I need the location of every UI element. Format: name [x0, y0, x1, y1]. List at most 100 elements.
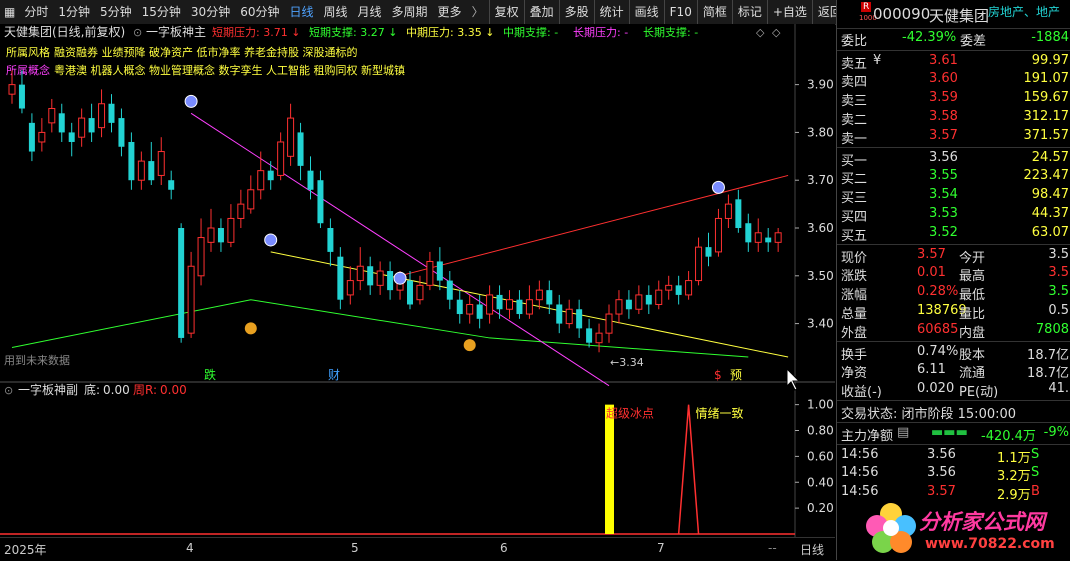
candle-body[interactable]	[516, 299, 523, 315]
tool-button[interactable]: +自选	[766, 0, 812, 24]
candle-body[interactable]	[356, 265, 364, 282]
candle-body[interactable]	[525, 299, 533, 315]
indicator-toggle-icon[interactable]: ⊙	[4, 384, 13, 397]
candle-body[interactable]	[187, 265, 195, 334]
candle-body[interactable]	[535, 289, 543, 301]
candle-body[interactable]	[456, 299, 463, 315]
candle-body[interactable]	[735, 199, 742, 229]
chart-area[interactable]: 3.90 3.80 3.70 3.60 3.50 3.40 天健集团(日线,前复权) ⊙ 一字板…	[0, 24, 835, 537]
period-tab[interactable]: 1分钟	[58, 5, 90, 19]
candle-body[interactable]	[307, 170, 314, 190]
candle-body[interactable]	[724, 203, 732, 219]
candle-body[interactable]	[78, 117, 86, 138]
candle-body[interactable]	[466, 303, 474, 315]
candle-body[interactable]	[227, 217, 235, 243]
candle-body[interactable]	[178, 228, 185, 338]
candle-body[interactable]	[685, 280, 693, 296]
candle-body[interactable]	[695, 246, 703, 282]
period-tab[interactable]: 60分钟	[240, 5, 280, 19]
candle-body[interactable]	[546, 290, 553, 305]
candle-body[interactable]	[257, 170, 265, 191]
candle-body[interactable]	[267, 170, 274, 181]
period-tab[interactable]: 月线	[357, 5, 382, 19]
more-arrow-icon[interactable]: 〉	[471, 5, 484, 19]
candle-body[interactable]	[486, 294, 494, 315]
candle-body[interactable]	[297, 132, 304, 166]
candle-body[interactable]	[247, 189, 255, 210]
candle-body[interactable]	[58, 113, 65, 133]
tool-button[interactable]: 返回	[811, 0, 847, 24]
candle-body[interactable]	[436, 261, 443, 281]
candle-body[interactable]	[137, 160, 145, 181]
diamond-icon[interactable]: ◇	[772, 26, 781, 39]
candle-body[interactable]	[28, 122, 35, 152]
tool-button[interactable]: 简框	[696, 0, 732, 24]
tool-button[interactable]: 复权	[488, 0, 524, 24]
candle-body[interactable]	[765, 237, 772, 243]
candle-body[interactable]	[586, 328, 593, 343]
candle-body[interactable]	[376, 270, 384, 286]
candle-body[interactable]	[665, 284, 673, 291]
candle-body[interactable]	[605, 313, 613, 334]
period-tab[interactable]: 15分钟	[141, 5, 181, 19]
candle-body[interactable]	[367, 266, 374, 286]
candle-body[interactable]	[108, 103, 115, 123]
tool-button[interactable]: 统计	[593, 0, 629, 24]
candle-body[interactable]	[48, 108, 56, 124]
candle-body[interactable]	[645, 294, 652, 305]
candle-body[interactable]	[774, 232, 782, 243]
candle-body[interactable]	[576, 309, 583, 329]
period-tab[interactable]: 30分钟	[190, 5, 231, 19]
minus-minus-icon[interactable]: --	[768, 541, 777, 555]
diamond-icon[interactable]: ◇	[756, 26, 765, 39]
candle-body[interactable]	[476, 304, 483, 319]
candle-body[interactable]	[416, 284, 424, 301]
candle-body[interactable]	[197, 237, 205, 277]
candle-body[interactable]	[327, 228, 334, 252]
candle-body[interactable]	[705, 247, 712, 257]
candle-body[interactable]	[168, 180, 175, 190]
candle-body[interactable]	[118, 118, 125, 147]
candle-body[interactable]	[407, 280, 413, 305]
candle-body[interactable]	[337, 256, 344, 300]
candle-body[interactable]	[565, 308, 573, 325]
tool-button[interactable]: 叠加	[523, 0, 559, 24]
period-tab[interactable]: 周线	[323, 5, 348, 19]
candle-body[interactable]	[655, 289, 663, 305]
tool-button[interactable]: F10	[663, 0, 697, 24]
tool-button[interactable]: 标记	[731, 0, 767, 24]
candle-body[interactable]	[88, 118, 95, 133]
candle-body[interactable]	[217, 228, 224, 243]
candle-body[interactable]	[635, 294, 643, 310]
candle-body[interactable]	[38, 131, 46, 143]
tool-button[interactable]: 多股	[558, 0, 594, 24]
period-tab[interactable]: 多周期	[391, 5, 428, 19]
tool-button[interactable]: 画线	[628, 0, 664, 24]
candle-body[interactable]	[615, 299, 623, 315]
candle-body[interactable]	[18, 84, 25, 109]
candle-body[interactable]	[426, 260, 434, 286]
sector-tag[interactable]: 房地产、地产	[988, 5, 1061, 19]
period-tab[interactable]: 更多	[437, 5, 462, 19]
candle-body[interactable]	[754, 232, 762, 243]
candle-body[interactable]	[745, 223, 752, 243]
kline-chart[interactable]: 3.90 3.80 3.70 3.60 3.50 3.40 天健集团(日线,前复权) ⊙ 一字板…	[0, 24, 835, 537]
indicator-toggle-icon[interactable]: ⊙	[133, 26, 142, 39]
candle-body[interactable]	[128, 141, 135, 181]
candle-body[interactable]	[277, 141, 285, 176]
candle-body[interactable]	[714, 217, 722, 253]
candle-body[interactable]	[157, 151, 165, 176]
candle-body[interactable]	[387, 271, 394, 291]
candle-body[interactable]	[68, 132, 75, 142]
candle-body[interactable]	[317, 180, 324, 224]
candle-body[interactable]	[595, 332, 603, 344]
candle-body[interactable]	[446, 280, 453, 300]
candle-body[interactable]	[675, 285, 682, 295]
period-tab[interactable]: 日线	[289, 5, 314, 19]
candle-body[interactable]	[98, 103, 106, 129]
period-tab[interactable]: 5分钟	[100, 5, 132, 19]
candle-body[interactable]	[506, 299, 513, 310]
candle-body[interactable]	[625, 299, 632, 310]
candle-body[interactable]	[287, 117, 295, 157]
candle-body[interactable]	[496, 294, 503, 310]
